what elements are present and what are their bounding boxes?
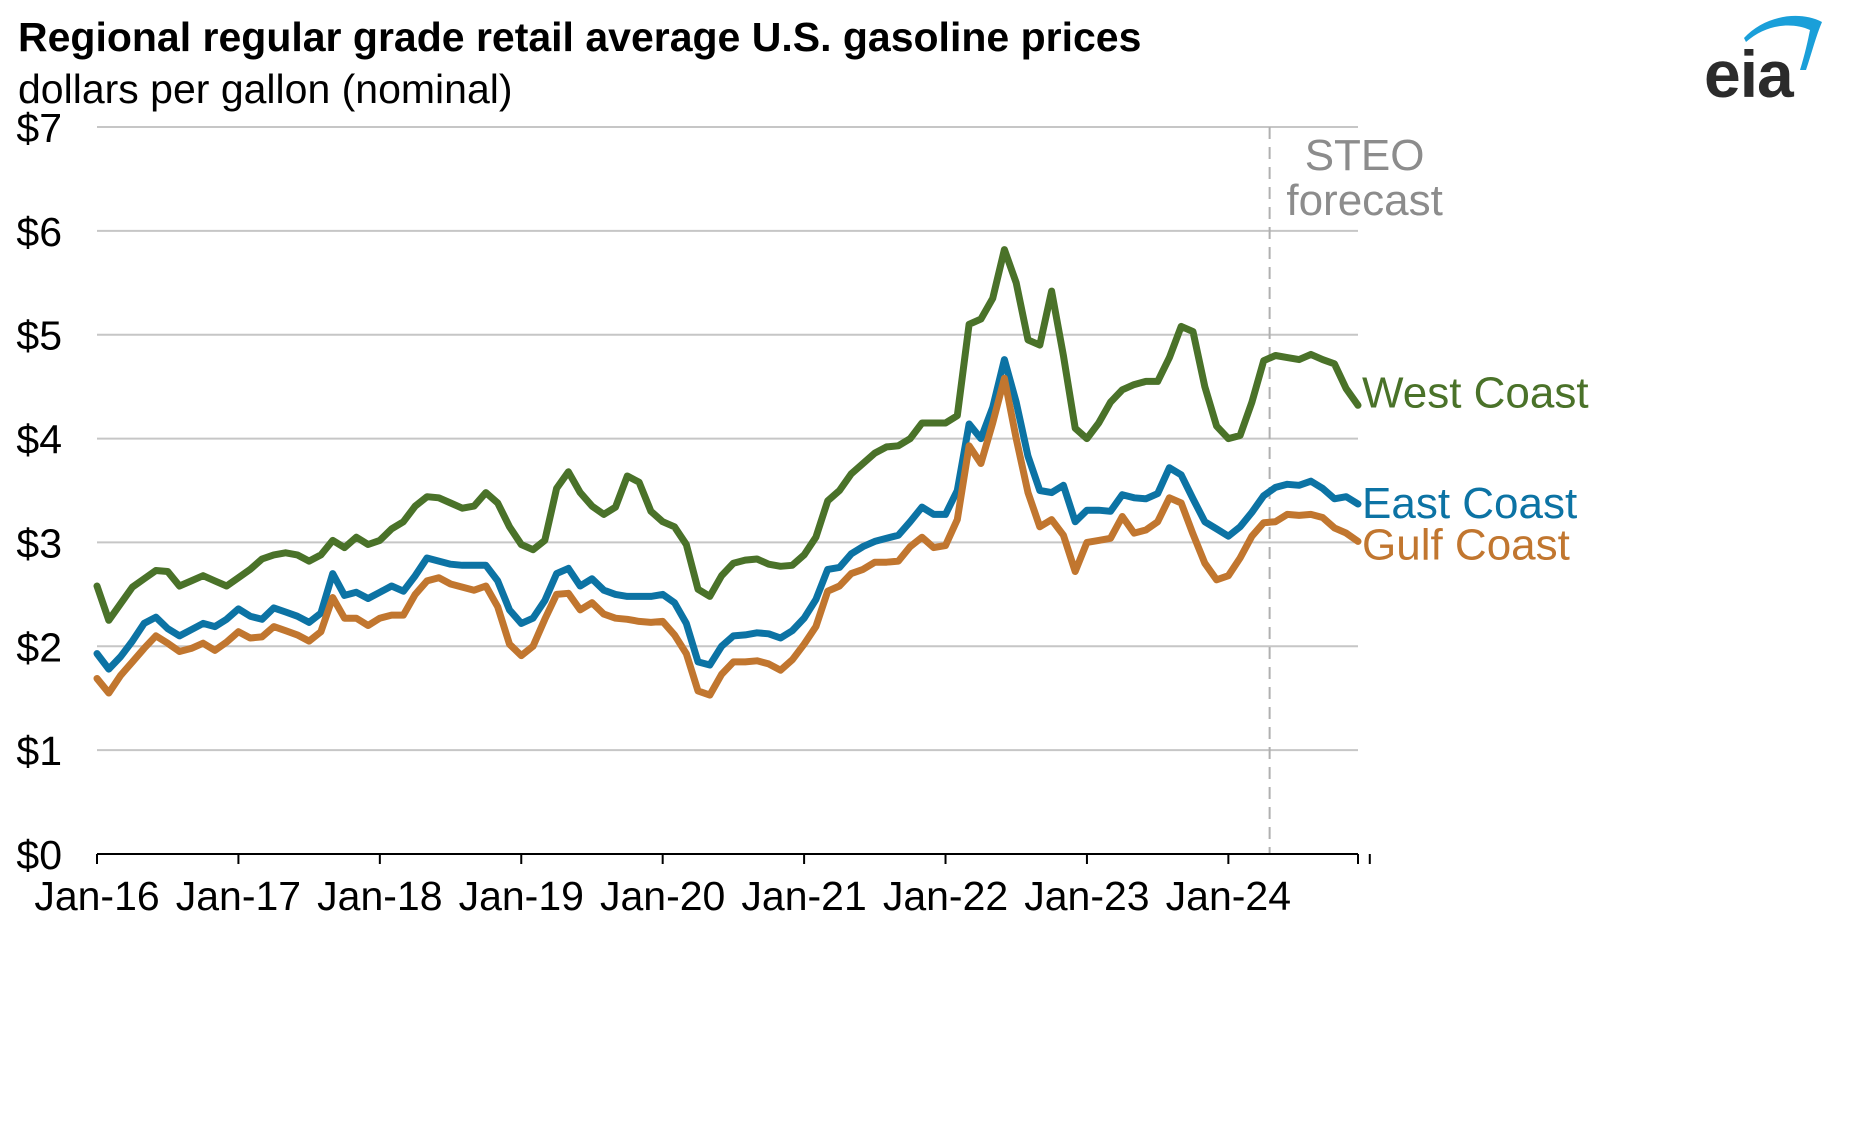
forecast-label: forecast <box>1286 176 1443 225</box>
y-tick-label: $1 <box>16 728 62 774</box>
series-line-gulf-coast <box>93 374 1362 699</box>
y-tick-label: $2 <box>16 624 62 670</box>
chart-title: Regional regular grade retail average U.… <box>18 14 1142 60</box>
series-line-west-coast <box>93 246 1362 624</box>
chart-subtitle: dollars per gallon (nominal) <box>18 66 513 112</box>
forecast-label: STEO <box>1305 131 1425 180</box>
x-tick-label: Jan-22 <box>883 873 1008 919</box>
x-tick-label: Jan-16 <box>34 873 159 919</box>
x-tick-label: Jan-21 <box>741 873 866 919</box>
series-label: Gulf Coast <box>1362 520 1570 569</box>
x-tick-label: Jan-17 <box>176 873 301 919</box>
x-tick-label: Jan-19 <box>459 873 584 919</box>
series-line-east-coast <box>93 356 1362 673</box>
y-tick-label: $6 <box>16 209 62 255</box>
gridlines <box>97 126 1358 752</box>
eia-swoosh-icon <box>1744 15 1822 70</box>
x-tick-label: Jan-23 <box>1024 873 1149 919</box>
x-tick-label: Jan-20 <box>600 873 725 919</box>
series-lines <box>93 246 1362 699</box>
y-tick-label: $7 <box>16 105 62 151</box>
x-tick-label: Jan-18 <box>317 873 442 919</box>
series-label: East Coast <box>1362 479 1577 528</box>
y-tick-label: $3 <box>16 520 62 566</box>
x-tick-label: Jan-24 <box>1166 873 1291 919</box>
axes: $0 $1 $2 $3 $4 $5 $6 $7 Jan-16 Jan-17 Jan-18 Jan-19… <box>16 105 1371 919</box>
eia-logo: eia <box>1704 12 1824 111</box>
y-tick-label: $0 <box>16 832 62 878</box>
y-tick-label: $4 <box>16 417 62 463</box>
series-label: West Coast <box>1362 368 1589 417</box>
y-tick-label: $5 <box>16 313 62 359</box>
eia-logo-text: eia <box>1704 37 1794 111</box>
